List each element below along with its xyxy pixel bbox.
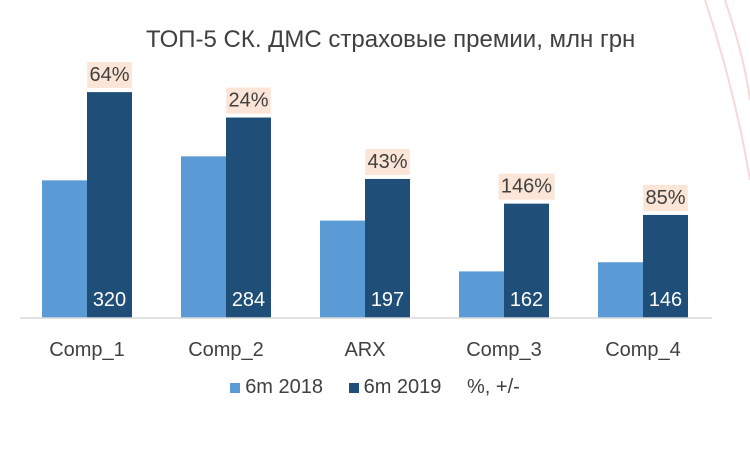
x-tick-label-3: Comp_3	[466, 339, 542, 361]
change-label-box-0	[87, 62, 132, 89]
data-label-0: 320	[93, 289, 126, 311]
legend-label-2018: 6m 2018	[245, 376, 324, 399]
chart-title: ТОП-5 СК. ДМС страховые премии, млн грн	[146, 26, 636, 53]
change-label-3: 146%	[501, 176, 552, 198]
x-tick-label-1: Comp_2	[188, 339, 264, 361]
change-label-box-1	[226, 87, 271, 114]
bar-2018-4	[598, 262, 643, 318]
data-label-3: 162	[510, 289, 543, 311]
bar-2019-2	[365, 178, 410, 318]
legend: 6m 2018 6m 2019 %, +/-	[0, 376, 750, 399]
change-label-1: 24%	[228, 90, 268, 112]
legend-swatch-2018	[230, 382, 241, 393]
bar-2019-0	[87, 92, 132, 318]
x-tick-label-0: Comp_1	[49, 339, 125, 361]
bar-2018-2	[320, 220, 365, 318]
legend-label-change: %, +/-	[467, 376, 520, 399]
bar-2018-0	[42, 180, 87, 318]
legend-swatch-2019	[348, 382, 359, 393]
legend-item-change: %, +/-	[467, 376, 520, 399]
legend-item-2018: 6m 2018	[230, 376, 323, 399]
legend-item-2019: 6m 2019	[348, 376, 442, 399]
change-label-box-4	[643, 184, 688, 211]
change-label-2: 43%	[367, 151, 407, 173]
data-label-4: 146	[649, 289, 682, 311]
legend-label-2019: 6m 2019	[363, 376, 442, 399]
change-label-box-3	[498, 173, 555, 200]
change-label-box-2	[365, 148, 410, 175]
change-label-0: 64%	[89, 64, 129, 86]
data-label-1: 284	[232, 289, 265, 311]
x-tick-label-4: Comp_4	[605, 339, 681, 361]
bar-2019-1	[226, 117, 271, 318]
change-label-4: 85%	[645, 187, 685, 209]
x-tick-label-2: ARX	[344, 339, 385, 361]
data-label-2: 197	[371, 289, 404, 311]
bar-2019-4	[643, 214, 688, 318]
bar-2019-3	[504, 203, 549, 318]
bar-2018-3	[459, 271, 504, 318]
bar-2018-1	[181, 156, 226, 318]
